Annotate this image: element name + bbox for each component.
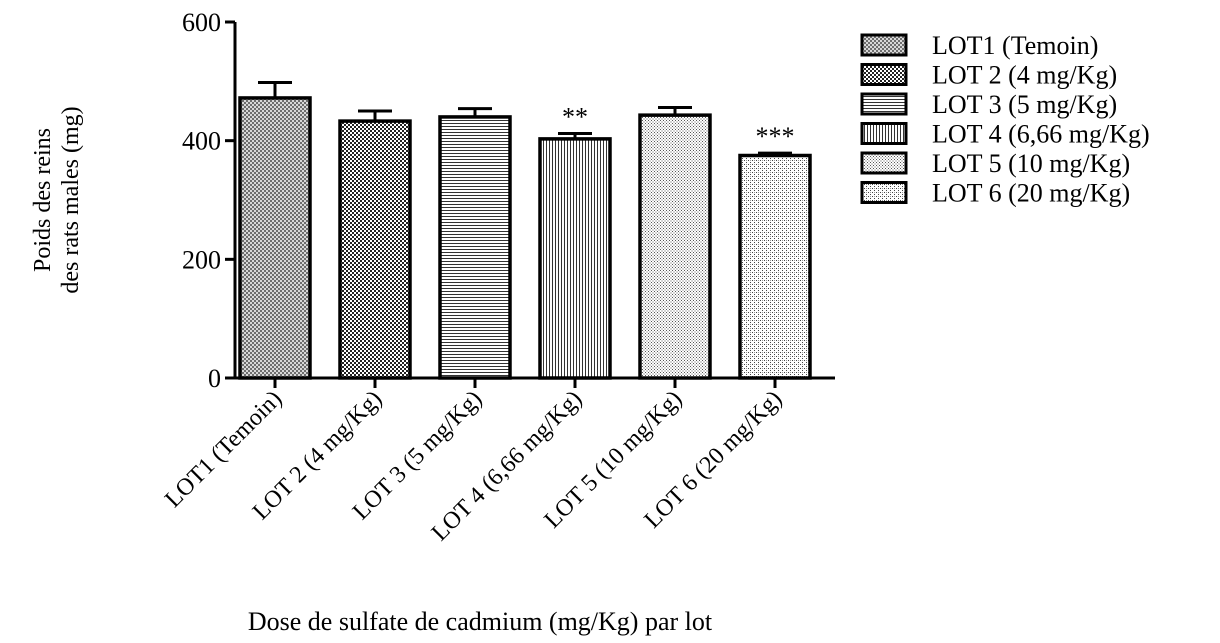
legend-label: LOT 4 (6,66 mg/Kg) — [932, 120, 1150, 149]
y-tick-label: 600 — [182, 8, 221, 37]
significance-label: *** — [756, 122, 795, 151]
bar — [238, 96, 312, 380]
legend-label: LOT 2 (4 mg/Kg) — [932, 61, 1117, 90]
legend: LOT1 (Temoin)LOT 2 (4 mg/Kg)LOT 3 (5 mg/… — [860, 31, 1150, 208]
legend-label: LOT1 (Temoin) — [932, 31, 1098, 60]
legend-label: LOT 5 (10 mg/Kg) — [932, 149, 1130, 178]
legend-swatch — [860, 151, 908, 175]
y-tick-label: 400 — [182, 127, 221, 156]
y-axis-label-line2: des rats males (mg) — [58, 106, 84, 293]
bar — [538, 137, 612, 380]
bar — [438, 115, 512, 380]
bars-group: ***** — [238, 81, 812, 380]
bar — [638, 113, 712, 380]
legend-label: LOT 6 (20 mg/Kg) — [932, 179, 1130, 208]
y-tick-label: 200 — [182, 245, 221, 274]
x-tick-labels: LOT1 (Temoin)LOT 2 (4 mg/Kg)LOT 3 (5 mg/… — [160, 378, 787, 546]
axes: 0 200 400 600 — [182, 8, 835, 393]
bar — [338, 119, 412, 380]
y-tick-label: 0 — [208, 364, 221, 393]
significance-label: ** — [562, 103, 588, 132]
legend-swatch — [860, 181, 908, 204]
legend-label: LOT 3 (5 mg/Kg) — [932, 90, 1117, 119]
y-axis-label-line1: Poids des reins — [30, 128, 56, 272]
x-axis-label: Dose de sulfate de cadmium (mg/Kg) par l… — [248, 607, 713, 636]
legend-swatch — [860, 122, 908, 145]
legend-swatch — [860, 33, 908, 57]
legend-swatch — [860, 92, 908, 116]
bar — [738, 153, 812, 380]
legend-swatch — [860, 63, 908, 86]
